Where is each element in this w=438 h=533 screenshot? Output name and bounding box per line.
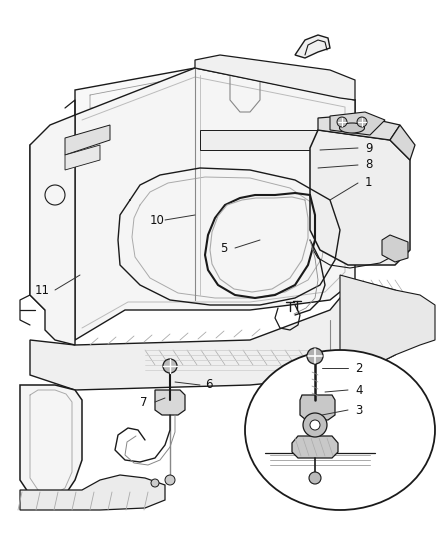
Circle shape — [163, 359, 177, 373]
Polygon shape — [20, 385, 82, 500]
Circle shape — [357, 117, 367, 127]
Circle shape — [309, 472, 321, 484]
Polygon shape — [200, 130, 340, 150]
Ellipse shape — [245, 350, 435, 510]
Polygon shape — [300, 395, 335, 420]
Polygon shape — [382, 235, 408, 262]
Circle shape — [151, 479, 159, 487]
Polygon shape — [330, 112, 385, 135]
Polygon shape — [310, 130, 410, 265]
Text: 6: 6 — [205, 378, 212, 392]
Text: 11: 11 — [35, 284, 50, 296]
Text: 3: 3 — [355, 403, 362, 416]
Polygon shape — [65, 145, 100, 170]
Polygon shape — [30, 115, 75, 345]
Text: 7: 7 — [140, 395, 148, 408]
Polygon shape — [155, 390, 185, 415]
Polygon shape — [30, 115, 75, 340]
Text: 10: 10 — [150, 214, 165, 227]
Circle shape — [337, 117, 347, 127]
Polygon shape — [390, 125, 415, 160]
Circle shape — [307, 348, 323, 364]
Polygon shape — [295, 35, 330, 58]
Polygon shape — [340, 275, 435, 375]
Circle shape — [165, 475, 175, 485]
Polygon shape — [20, 475, 165, 510]
Polygon shape — [65, 125, 110, 155]
Polygon shape — [75, 68, 355, 148]
Ellipse shape — [339, 123, 364, 133]
Polygon shape — [318, 115, 400, 140]
Text: 1: 1 — [365, 176, 372, 190]
Text: 8: 8 — [365, 158, 372, 172]
Text: 4: 4 — [355, 384, 363, 397]
Text: 5: 5 — [220, 241, 227, 254]
Text: 2: 2 — [355, 361, 363, 375]
Polygon shape — [30, 280, 395, 390]
Text: 9: 9 — [365, 141, 372, 155]
Polygon shape — [75, 68, 355, 340]
Polygon shape — [195, 55, 355, 100]
Circle shape — [310, 420, 320, 430]
Polygon shape — [292, 436, 338, 458]
Circle shape — [303, 413, 327, 437]
